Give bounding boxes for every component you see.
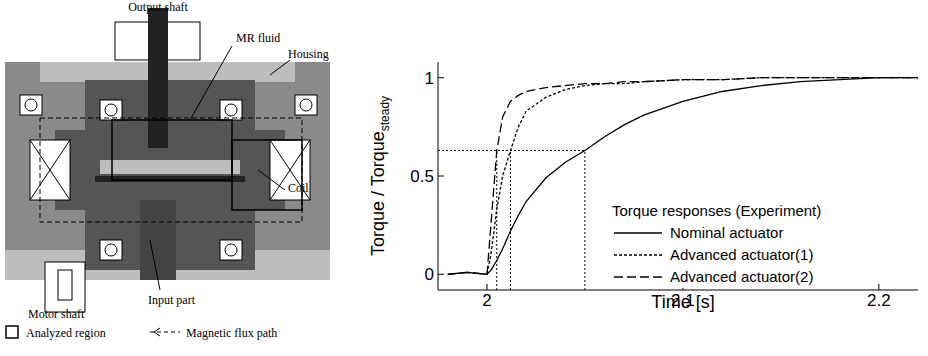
html-text:Advanced actuator(2): Advanced actuator(2) [670,268,814,285]
html-text:Torque responses (Experiment): Torque responses (Experiment) [612,202,822,219]
html-text:Advanced actuator(1): Advanced actuator(1) [670,246,814,263]
svg-text:Output shaft: Output shaft [128,0,188,14]
svg-text:Motor shaft: Motor shaft [28,307,85,321]
svg-text:1: 1 [425,69,434,88]
svg-text:Magnetic flux path: Magnetic flux path [186,326,277,340]
svg-text:Housing: Housing [288,47,329,61]
html-text:steady: steady [377,95,392,132]
svg-text:2.2: 2.2 [867,291,891,310]
svg-text:0.5: 0.5 [410,167,434,186]
html-text:Torque / Torque: Torque / Torque [368,131,389,257]
html-text:Nominal actuator: Nominal actuator [670,224,784,241]
svg-text:0: 0 [425,265,434,284]
html-text:Time [s]: Time [s] [651,292,715,312]
svg-text:Input part: Input part [148,293,196,307]
svg-text:Analyzed region: Analyzed region [26,326,106,340]
svg-text:Coil: Coil [288,181,309,195]
svg-text:MR fluid: MR fluid [236,31,280,45]
svg-text:2: 2 [482,291,491,310]
